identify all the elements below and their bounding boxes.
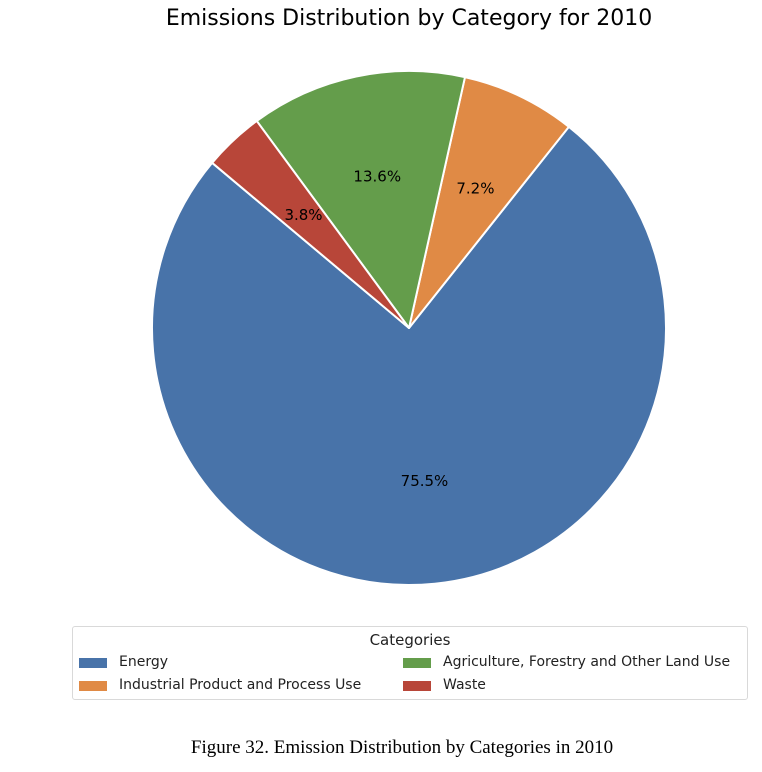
pie-slice-waste (211, 119, 410, 329)
pie-slice-agriculture (255, 70, 466, 329)
slice-label-waste: 3.8% (284, 206, 322, 224)
legend-swatch-agriculture (403, 658, 431, 668)
pie-chart: 75.5% 7.2% 13.6% 3.8% (151, 70, 667, 586)
slice-label-industrial: 7.2% (456, 179, 494, 197)
slice-label-energy: 75.5% (401, 472, 449, 490)
legend-label-waste: Waste (443, 677, 486, 693)
chart-legend: Categories Energy Agriculture, Forestry … (72, 626, 748, 700)
legend-swatch-industrial (79, 681, 107, 691)
pie-slice-energy (151, 125, 667, 586)
figure-caption: Figure 32. Emission Distribution by Cate… (190, 737, 614, 758)
pie-slice-industrial (408, 76, 570, 329)
chart-title: Emissions Distribution by Category for 2… (165, 6, 653, 31)
legend-label-agriculture: Agriculture, Forestry and Other Land Use (443, 654, 731, 670)
legend-swatch-energy (79, 658, 107, 668)
legend-label-energy: Energy (119, 654, 169, 670)
legend-label-industrial: Industrial Product and Process Use (119, 677, 362, 693)
legend-title: Categories (369, 631, 451, 649)
legend-swatch-waste (403, 681, 431, 691)
slice-label-agriculture: 13.6% (353, 168, 401, 186)
